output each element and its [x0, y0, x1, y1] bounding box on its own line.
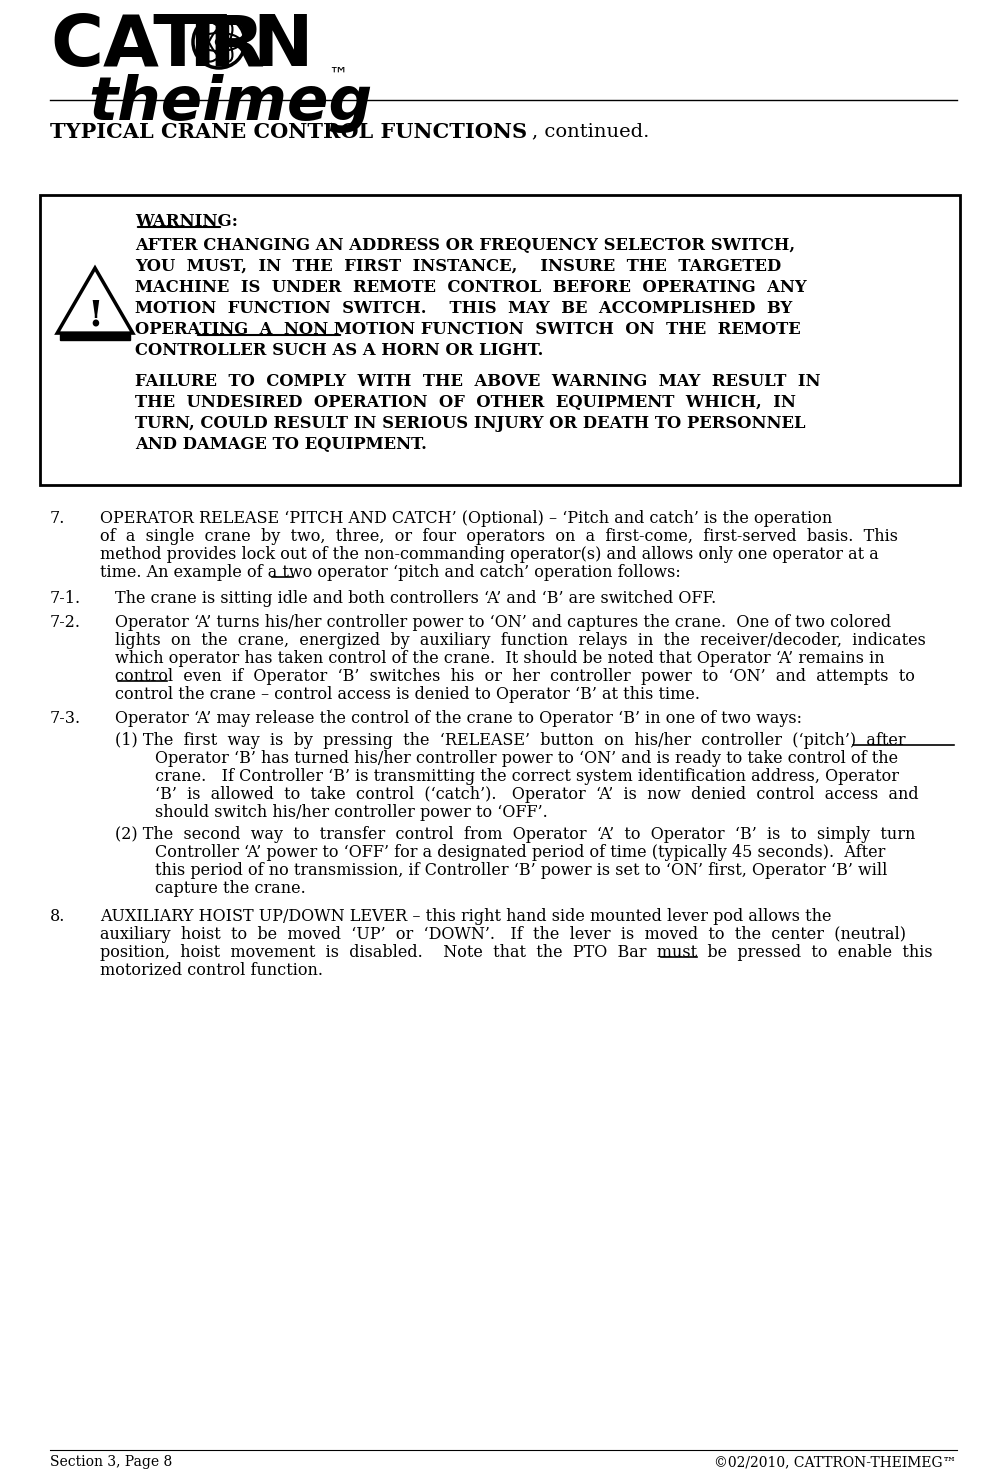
Text: AUXILIARY HOIST UP/DOWN LEVER – this right hand side mounted lever pod allows th: AUXILIARY HOIST UP/DOWN LEVER – this rig…: [100, 908, 832, 925]
Text: MOTION  FUNCTION  SWITCH.    THIS  MAY  BE  ACCOMPLISHED  BY: MOTION FUNCTION SWITCH. THIS MAY BE ACCO…: [135, 299, 793, 317]
Bar: [60, 333, 130, 339]
Text: , continued.: , continued.: [532, 122, 650, 139]
Text: 7.: 7.: [50, 510, 65, 528]
Text: method provides lock out of the non-commanding operator(s) and allows only one o: method provides lock out of the non-comm…: [100, 545, 879, 563]
Text: Operator ‘A’ turns his/her controller power to ‘ON’ and captures the crane.  One: Operator ‘A’ turns his/her controller po…: [115, 614, 891, 631]
Text: ©02/2010, CATTRON-THEIMEG™: ©02/2010, CATTRON-THEIMEG™: [715, 1455, 957, 1469]
Text: ‘B’  is  allowed  to  take  control  (‘catch’).   Operator  ‘A’  is  now  denied: ‘B’ is allowed to take control (‘catch’)…: [155, 785, 918, 803]
Polygon shape: [57, 268, 133, 333]
Text: ™: ™: [328, 67, 347, 84]
Text: MACHINE  IS  UNDER  REMOTE  CONTROL  BEFORE  OPERATING  ANY: MACHINE IS UNDER REMOTE CONTROL BEFORE O…: [135, 279, 807, 296]
Text: OPERATOR RELEASE ‘PITCH AND CATCH’ (Optional) – ‘Pitch and catch’ is the operati: OPERATOR RELEASE ‘PITCH AND CATCH’ (Opti…: [100, 510, 832, 528]
Text: 8.: 8.: [50, 908, 65, 925]
Text: N: N: [252, 12, 312, 82]
FancyBboxPatch shape: [40, 196, 960, 485]
Text: theimeg: theimeg: [88, 74, 373, 133]
Text: which operator has taken control of the crane.  It should be noted that Operator: which operator has taken control of the …: [115, 651, 884, 667]
Text: TYPICAL CRANE CONTROL FUNCTIONS: TYPICAL CRANE CONTROL FUNCTIONS: [50, 122, 527, 142]
Text: (2) The  second  way  to  transfer  control  from  Operator  ‘A’  to  Operator  : (2) The second way to transfer control f…: [115, 825, 915, 843]
Text: time. An example of a two operator ‘pitch and catch’ operation follows:: time. An example of a two operator ‘pitc…: [100, 565, 681, 581]
Text: control the crane – control access is denied to Operator ‘B’ at this time.: control the crane – control access is de…: [115, 686, 700, 702]
Text: Operator ‘A’ may release the control of the crane to Operator ‘B’ in one of two : Operator ‘A’ may release the control of …: [115, 710, 802, 728]
Text: Section 3, Page 8: Section 3, Page 8: [50, 1455, 172, 1469]
Text: The crane is sitting idle and both controllers ‘A’ and ‘B’ are switched OFF.: The crane is sitting idle and both contr…: [115, 590, 716, 608]
Circle shape: [215, 39, 223, 46]
Text: Controller ‘A’ power to ‘OFF’ for a designated period of time (typically 45 seco: Controller ‘A’ power to ‘OFF’ for a desi…: [155, 845, 885, 861]
Text: Operator ‘B’ has turned his/her controller power to ‘ON’ and is ready to take co: Operator ‘B’ has turned his/her controll…: [155, 750, 898, 768]
Text: 7-2.: 7-2.: [50, 614, 81, 631]
Text: should switch his/her controller power to ‘OFF’.: should switch his/her controller power t…: [155, 805, 548, 821]
Text: CAT: CAT: [50, 12, 202, 82]
Text: TURN, COULD RESULT IN SERIOUS INJURY OR DEATH TO PERSONNEL: TURN, COULD RESULT IN SERIOUS INJURY OR …: [135, 415, 806, 431]
Text: this period of no transmission, if Controller ‘B’ power is set to ‘ON’ first, Op: this period of no transmission, if Contr…: [155, 863, 887, 879]
Text: lights  on  the  crane,  energized  by  auxiliary  function  relays  in  the  re: lights on the crane, energized by auxili…: [115, 631, 925, 649]
Text: position,  hoist  movement  is  disabled.    Note  that  the  PTO  Bar  must  be: position, hoist movement is disabled. No…: [100, 944, 932, 960]
Text: THE  UNDESIRED  OPERATION  OF  OTHER  EQUIPMENT  WHICH,  IN: THE UNDESIRED OPERATION OF OTHER EQUIPME…: [135, 394, 796, 411]
Text: auxiliary  hoist  to  be  moved  ‘UP’  or  ‘DOWN’.   If  the  lever  is  moved  : auxiliary hoist to be moved ‘UP’ or ‘DOW…: [100, 926, 906, 943]
Text: 7-1.: 7-1.: [50, 590, 82, 608]
Text: T: T: [178, 12, 228, 82]
Text: CONTROLLER SUCH AS A HORN OR LIGHT.: CONTROLLER SUCH AS A HORN OR LIGHT.: [135, 342, 544, 359]
Text: R: R: [208, 12, 264, 82]
Text: motorized control function.: motorized control function.: [100, 962, 323, 980]
Text: AFTER CHANGING AN ADDRESS OR FREQUENCY SELECTOR SWITCH,: AFTER CHANGING AN ADDRESS OR FREQUENCY S…: [135, 237, 796, 253]
Text: YOU  MUST,  IN  THE  FIRST  INSTANCE,    INSURE  THE  TARGETED: YOU MUST, IN THE FIRST INSTANCE, INSURE …: [135, 258, 781, 276]
Text: !: !: [87, 298, 103, 332]
Text: WARNING:: WARNING:: [135, 213, 238, 230]
Text: (1) The  first  way  is  by  pressing  the  ‘RELEASE’  button  on  his/her  cont: (1) The first way is by pressing the ‘RE…: [115, 732, 905, 748]
Text: 7-3.: 7-3.: [50, 710, 82, 728]
Text: crane.   If Controller ‘B’ is transmitting the correct system identification add: crane. If Controller ‘B’ is transmitting…: [155, 768, 899, 785]
Text: FAILURE  TO  COMPLY  WITH  THE  ABOVE  WARNING  MAY  RESULT  IN: FAILURE TO COMPLY WITH THE ABOVE WARNING…: [135, 373, 821, 390]
Text: of  a  single  crane  by  two,  three,  or  four  operators  on  a  first-come, : of a single crane by two, three, or four…: [100, 528, 898, 545]
Text: control  even  if  Operator  ‘B’  switches  his  or  her  controller  power  to : control even if Operator ‘B’ switches hi…: [115, 668, 915, 685]
Text: OPERATING  A  NON MOTION FUNCTION  SWITCH  ON  THE  REMOTE: OPERATING A NON MOTION FUNCTION SWITCH O…: [135, 322, 801, 338]
Text: capture the crane.: capture the crane.: [155, 880, 306, 897]
Text: AND DAMAGE TO EQUIPMENT.: AND DAMAGE TO EQUIPMENT.: [135, 436, 427, 453]
